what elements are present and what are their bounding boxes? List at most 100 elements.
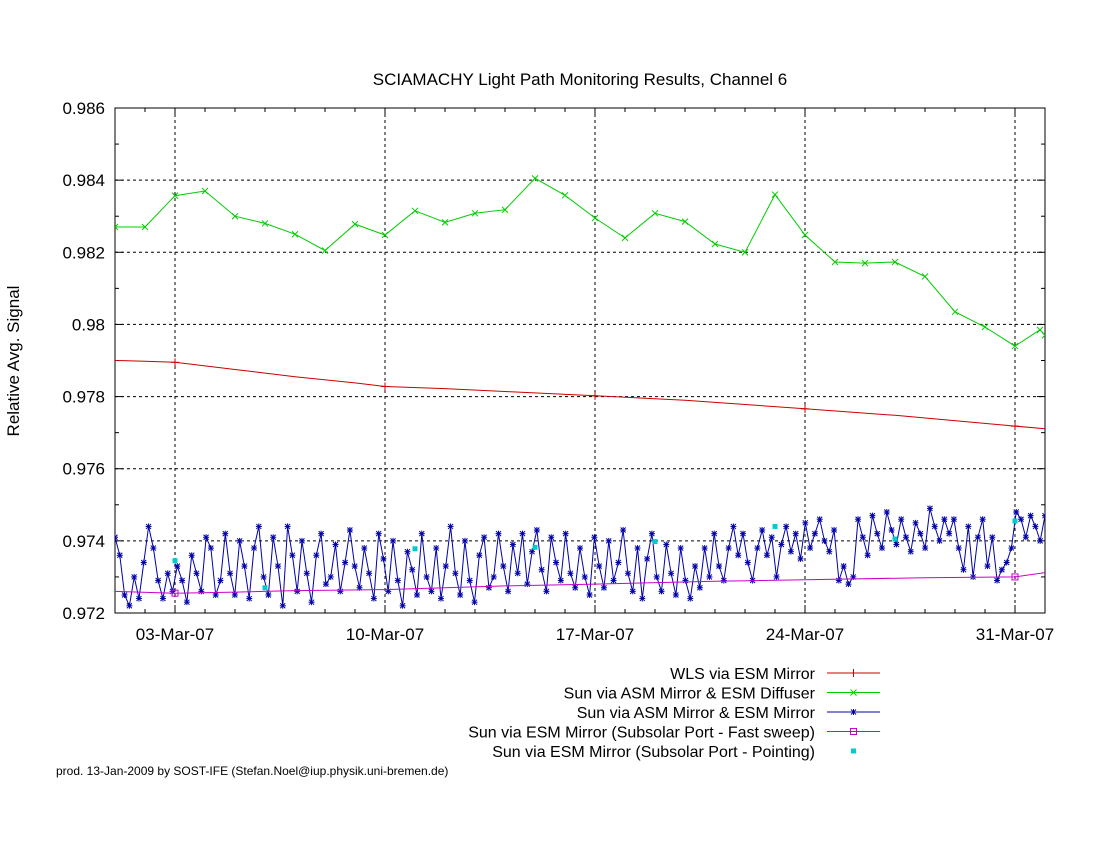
data-point (441, 218, 449, 226)
data-point (850, 689, 857, 696)
legend-label: WLS via ESM Mirror (670, 666, 816, 683)
data-point (274, 563, 281, 570)
data-point (681, 218, 689, 225)
data-point (265, 591, 272, 598)
data-point (716, 563, 723, 570)
data-point (864, 552, 871, 559)
legend-label: Sun via ASM Mirror & ESM Diffuser (564, 686, 816, 703)
data-point (874, 530, 881, 537)
data-point (744, 559, 751, 566)
data-point (262, 585, 268, 591)
data-point (203, 534, 210, 541)
data-point (561, 191, 569, 199)
data-point (720, 577, 727, 584)
data-point (361, 545, 368, 552)
data-point (639, 595, 646, 602)
data-point (960, 566, 967, 573)
data-point (303, 570, 310, 577)
data-point (1042, 512, 1045, 519)
data-point (989, 534, 996, 541)
data-point (1036, 326, 1044, 334)
data-point (414, 591, 421, 598)
data-point (116, 552, 123, 559)
data-point (773, 573, 780, 580)
data-point (821, 537, 828, 544)
data-point (591, 534, 598, 541)
data-point (207, 545, 214, 552)
data-point (902, 534, 909, 541)
data-point (787, 548, 794, 555)
data-point (241, 563, 248, 570)
data-point (126, 602, 133, 609)
data-point (951, 308, 959, 316)
data-point (466, 577, 473, 584)
data-point (596, 563, 603, 570)
data-point (291, 230, 299, 238)
data-point (771, 191, 779, 198)
data-point (557, 577, 564, 584)
chart-title: SCIAMACHY Light Path Monitoring Results,… (373, 70, 788, 89)
data-point (261, 220, 269, 227)
data-point (879, 545, 886, 552)
data-point (140, 559, 147, 566)
data-point (1013, 509, 1020, 515)
y-axis-label: Relative Avg. Signal (4, 286, 23, 437)
data-point (730, 523, 737, 530)
data-point (366, 570, 373, 577)
data-point (270, 534, 277, 541)
data-point (298, 537, 305, 544)
data-point (610, 577, 617, 584)
y-tick-label: 0.984 (62, 171, 105, 190)
data-point (711, 530, 718, 537)
data-point (279, 602, 286, 609)
data-point (1041, 331, 1045, 339)
series-4 (115, 572, 1045, 597)
data-point (193, 570, 200, 577)
data-point (442, 563, 449, 570)
data-point (1037, 537, 1044, 544)
legend-entry-5: Sun via ESM Mirror (Subsolar Port - Poin… (492, 744, 856, 761)
data-point (423, 573, 430, 580)
data-point (735, 552, 742, 559)
data-point (567, 570, 574, 577)
data-point (892, 536, 898, 542)
data-point (246, 595, 253, 602)
data-point (548, 534, 555, 541)
y-tick-label: 0.974 (62, 532, 105, 551)
data-point (533, 527, 540, 534)
data-point (217, 577, 224, 584)
data-point (754, 545, 761, 552)
data-point (212, 591, 219, 598)
series-1 (115, 358, 1045, 431)
data-point (1008, 545, 1015, 552)
data-point (1027, 512, 1034, 519)
data-point (381, 382, 389, 391)
legend-label: Sun via ESM Mirror (Subsolar Port - Fast… (468, 725, 815, 742)
series-line (115, 572, 1045, 594)
data-point (759, 527, 766, 534)
legend-label: Sun via ESM Mirror (Subsolar Port - Poin… (492, 744, 815, 761)
data-point (433, 545, 440, 552)
data-point (380, 555, 387, 562)
data-point (381, 231, 389, 239)
data-point (1011, 422, 1019, 431)
data-point (696, 584, 703, 591)
data-point (1003, 559, 1010, 566)
data-point (692, 563, 699, 570)
data-point (428, 588, 435, 595)
data-point (835, 577, 842, 584)
data-point (115, 223, 119, 231)
data-point (1018, 516, 1025, 523)
data-point (159, 595, 166, 602)
data-point (831, 258, 839, 266)
data-point (164, 570, 171, 577)
data-point (411, 207, 419, 215)
data-point (739, 530, 746, 537)
data-point (783, 523, 790, 530)
data-point (652, 539, 658, 545)
x-tick-label: 24-Mar-07 (766, 625, 844, 644)
data-point (294, 588, 301, 595)
data-point (1011, 342, 1019, 350)
legend-entry-2: Sun via ASM Mirror & ESM Diffuser (564, 686, 880, 703)
data-point (231, 212, 239, 220)
